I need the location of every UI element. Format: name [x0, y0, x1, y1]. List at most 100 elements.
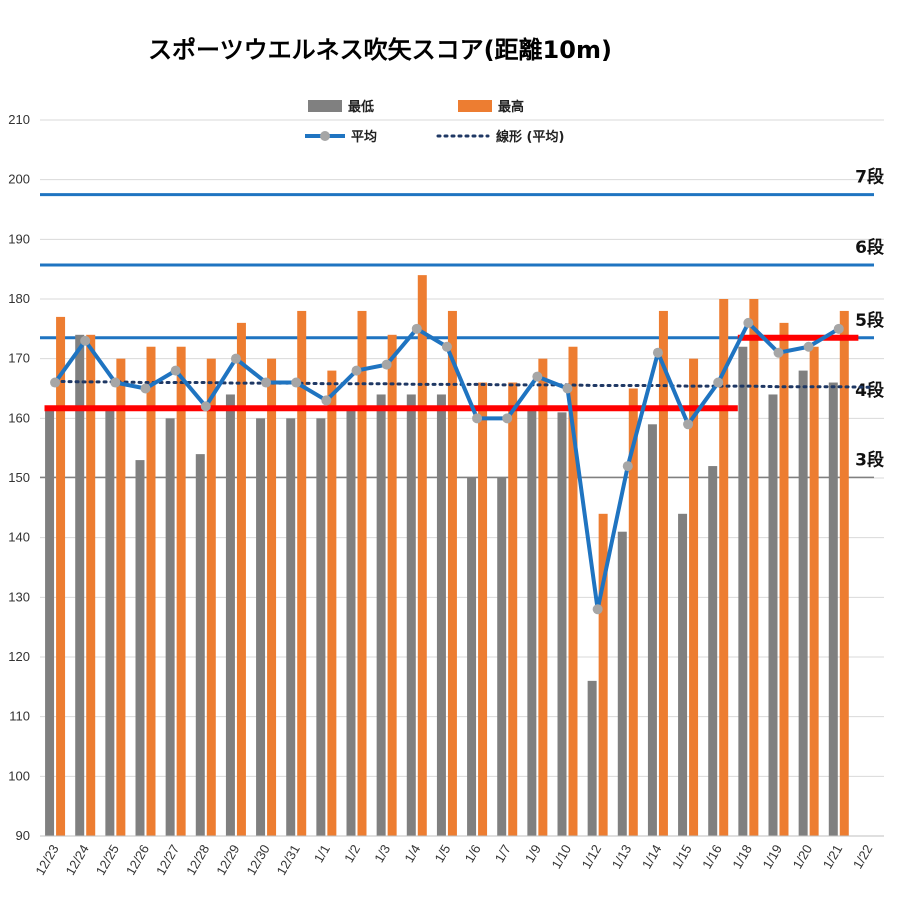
highlight-lines — [44, 334, 859, 412]
x-axis-ticks: 12/23 12/24 12/25 12/26 12/27 12/28 12/29 12/30… — [32, 842, 875, 878]
bar-min — [256, 418, 266, 836]
bar-max — [146, 346, 156, 836]
bar-max — [447, 310, 457, 836]
bar-max — [809, 346, 819, 836]
bar-max — [779, 322, 789, 836]
bar-min — [316, 418, 326, 836]
x-tick-label: 1/19 — [759, 842, 785, 871]
x-tick-label: 1/18 — [729, 842, 755, 871]
average-point — [351, 365, 362, 376]
y-tick-label: 200 — [8, 172, 30, 187]
bar-max — [86, 334, 96, 836]
bar-min — [617, 531, 627, 836]
x-tick-label: 12/27 — [153, 842, 182, 878]
bar-max — [267, 358, 277, 836]
legend-marker — [320, 131, 330, 141]
legend-item: 平均 — [305, 129, 377, 145]
average-point — [833, 323, 844, 334]
y-tick-label: 170 — [8, 351, 30, 366]
average-point — [80, 335, 91, 346]
bar-max — [357, 310, 367, 836]
x-tick-label: 12/24 — [63, 842, 92, 878]
chart-title: スポーツウエルネス吹矢スコア(距離10m) — [148, 36, 612, 64]
bar-min — [798, 370, 808, 836]
bar-min — [406, 394, 416, 836]
average-point — [110, 377, 121, 388]
legend-label: 最高 — [498, 99, 524, 115]
bar-max — [387, 334, 397, 836]
bar-min — [708, 466, 718, 836]
x-tick-label: 12/30 — [243, 842, 272, 878]
bar-max — [116, 358, 126, 836]
average-point — [713, 377, 724, 388]
average-point — [803, 341, 814, 352]
bar-max — [749, 299, 759, 836]
average-point — [532, 371, 543, 382]
bar-min — [527, 406, 537, 836]
bars — [45, 275, 849, 837]
y-tick-label: 150 — [8, 470, 30, 485]
average-point — [261, 377, 272, 388]
legend-item: 線形 (平均) — [436, 129, 564, 145]
average-point — [592, 604, 603, 615]
x-tick-label: 1/13 — [609, 842, 635, 871]
y-tick-label: 140 — [8, 530, 30, 545]
legend-item: 最高 — [458, 99, 524, 115]
y-tick-label: 120 — [8, 649, 30, 664]
bar-max — [478, 382, 488, 836]
x-tick-label: 1/16 — [699, 842, 725, 871]
x-tick-label: 12/29 — [213, 842, 242, 878]
bar-max — [327, 370, 337, 836]
rank-label: 7段 — [855, 167, 884, 188]
bar-max — [297, 310, 307, 836]
bar-min — [135, 460, 145, 836]
x-tick-label: 1/1 — [311, 842, 333, 865]
x-tick-label: 1/21 — [820, 842, 846, 871]
bar-min — [376, 394, 386, 836]
average-point — [321, 395, 332, 406]
x-tick-label: 1/7 — [492, 842, 514, 865]
average-point — [472, 413, 483, 424]
x-tick-label: 1/2 — [341, 842, 363, 865]
rank-label: 5段 — [855, 310, 884, 331]
bar-min — [678, 513, 688, 836]
legend-swatch — [458, 100, 492, 112]
average-point — [170, 365, 181, 376]
y-axis-ticks: 90 100 110 120 130 140 150 160 170 180 190 200 210 — [8, 112, 30, 843]
average-point — [743, 317, 754, 328]
average-point — [230, 353, 241, 364]
average-point — [140, 383, 151, 394]
x-tick-label: 12/25 — [93, 842, 122, 878]
bar-min — [738, 346, 748, 836]
bar-min — [195, 454, 205, 836]
bar-max — [538, 358, 548, 836]
bar-max — [689, 358, 699, 836]
average-point — [502, 413, 513, 424]
rank-label: 4段 — [855, 380, 884, 401]
legend-swatch — [308, 100, 342, 112]
x-tick-label: 12/26 — [123, 842, 152, 878]
bar-max — [658, 310, 668, 836]
bar-min — [647, 424, 657, 836]
legend-label: 最低 — [348, 99, 374, 115]
bar-min — [286, 418, 296, 836]
average-point — [291, 377, 302, 388]
y-tick-label: 160 — [8, 410, 30, 425]
legend-item: 最低 — [308, 99, 374, 115]
bar-max — [508, 382, 518, 836]
bar-max — [56, 316, 66, 836]
legend-label: 平均 — [351, 129, 377, 145]
x-tick-label: 1/5 — [431, 842, 453, 865]
average-point — [411, 323, 422, 334]
bar-max — [206, 358, 216, 836]
y-tick-label: 180 — [8, 291, 30, 306]
bar-min — [557, 412, 567, 836]
bar-min — [105, 406, 115, 836]
y-tick-label: 190 — [8, 231, 30, 246]
bar-max — [236, 322, 246, 836]
bar-max — [839, 310, 849, 836]
y-tick-label: 210 — [8, 112, 30, 127]
x-tick-label: 1/12 — [579, 842, 605, 871]
